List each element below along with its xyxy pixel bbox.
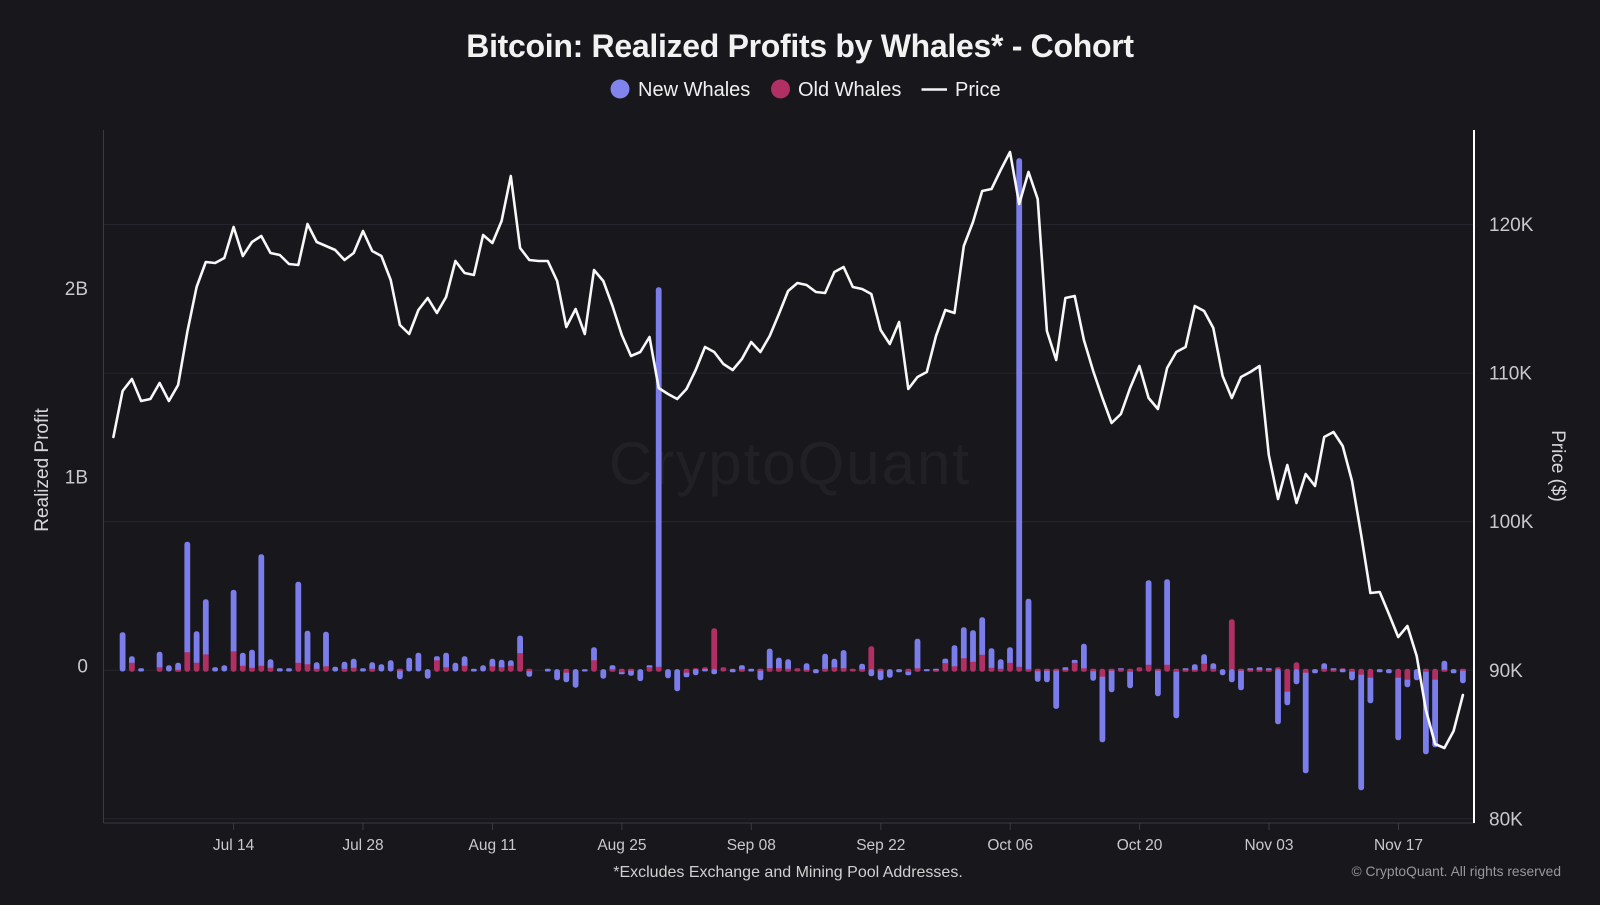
svg-text:New Whales: New Whales <box>638 79 750 101</box>
svg-text:© CryptoQuant. All rights rese: © CryptoQuant. All rights reserved <box>1351 864 1561 879</box>
svg-text:120K: 120K <box>1489 215 1534 236</box>
svg-text:90K: 90K <box>1489 661 1523 682</box>
svg-text:Oct 06: Oct 06 <box>987 837 1033 854</box>
svg-text:Price: Price <box>955 79 1001 101</box>
svg-text:Jul 14: Jul 14 <box>213 837 255 854</box>
svg-text:Aug 11: Aug 11 <box>469 837 517 854</box>
svg-text:100K: 100K <box>1489 512 1534 533</box>
svg-text:80K: 80K <box>1489 809 1523 830</box>
svg-text:Sep 08: Sep 08 <box>727 837 776 854</box>
svg-text:1B: 1B <box>65 468 88 489</box>
svg-text:Sep 22: Sep 22 <box>856 837 905 854</box>
svg-text:*Excludes Exchange and Mining: *Excludes Exchange and Mining Pool Addre… <box>613 864 963 881</box>
svg-text:Price ($): Price ($) <box>1547 430 1568 502</box>
svg-text:0: 0 <box>77 657 88 678</box>
svg-text:Old Whales: Old Whales <box>798 79 901 101</box>
svg-text:Bitcoin: Realized Profits by W: Bitcoin: Realized Profits by Whales* - C… <box>466 28 1134 64</box>
svg-text:Jul 28: Jul 28 <box>342 837 383 854</box>
svg-text:Oct 20: Oct 20 <box>1117 837 1163 854</box>
svg-text:Aug 25: Aug 25 <box>597 837 646 854</box>
svg-text:Realized Profit: Realized Profit <box>32 408 53 532</box>
svg-text:Nov 03: Nov 03 <box>1244 837 1293 854</box>
svg-text:110K: 110K <box>1489 364 1532 385</box>
svg-text:2B: 2B <box>65 279 88 300</box>
svg-text:Nov 17: Nov 17 <box>1374 837 1423 854</box>
svg-text:CryptoQuant: CryptoQuant <box>609 430 971 497</box>
